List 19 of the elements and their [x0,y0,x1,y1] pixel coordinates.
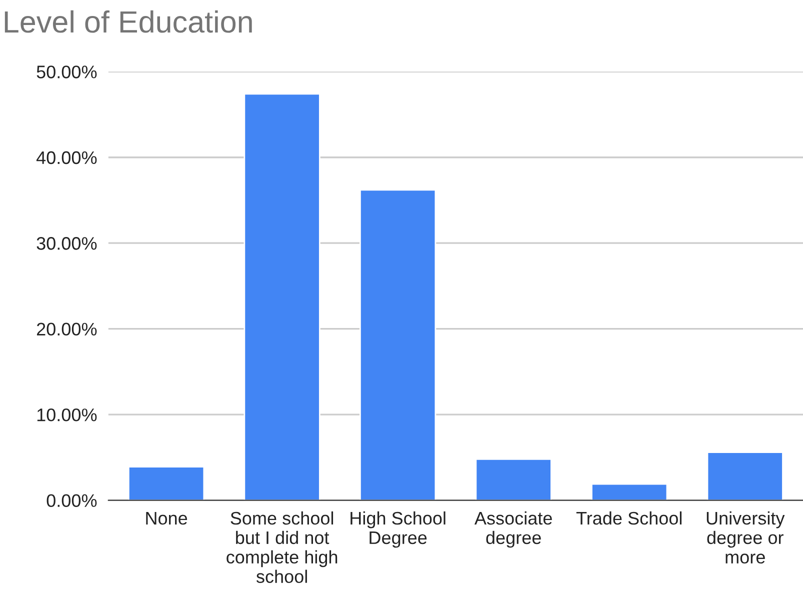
y-tick-label: 0.00% [46,494,97,508]
y-tick-label: 30.00% [36,237,97,250]
x-tick-label: Trade School [576,511,682,525]
y-tick-label: 40.00% [36,151,97,164]
x-tick-label: Some school but I did not complete high school [226,511,338,584]
x-tick-label: None [146,512,188,525]
y-tick-label: 50.00% [36,66,97,78]
bar [360,189,436,500]
bar [706,452,784,500]
bar [591,483,668,500]
x-tick-label: High School Degree [350,511,446,548]
chart-title: Level of Education [4,10,252,33]
bar [128,466,205,500]
x-tick-label: University degree or more [706,511,785,564]
bar [475,458,552,500]
bar [244,93,320,500]
x-tick-label: Associate degree [474,511,552,548]
y-tick-label: 20.00% [36,322,97,336]
y-tick-label: 10.00% [37,408,97,422]
